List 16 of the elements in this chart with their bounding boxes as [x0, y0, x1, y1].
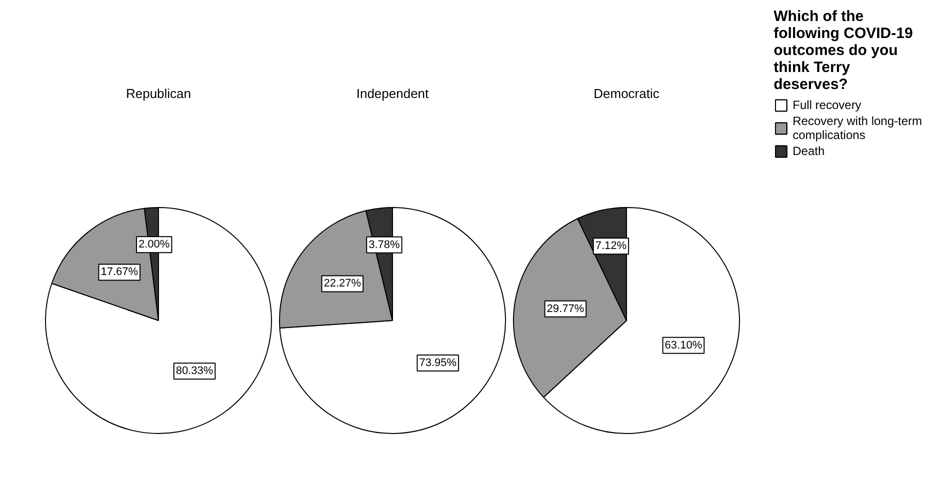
- chart-title: Independent: [356, 86, 430, 101]
- data-label: 22.27%: [324, 278, 362, 290]
- data-label: 80.33%: [176, 365, 214, 378]
- chart-title: Democratic: [594, 86, 660, 101]
- data-label: 17.67%: [100, 266, 138, 278]
- data-label: 2.00%: [138, 238, 170, 251]
- data-label: 3.78%: [368, 238, 400, 251]
- legend-title: Which of the following COVID-19 outcomes do you think Terry deserves?: [774, 8, 914, 93]
- legend-label: Recovery with long-term complications: [792, 114, 922, 142]
- data-label: 63.10%: [664, 339, 702, 352]
- data-label: 7.12%: [595, 240, 627, 252]
- data-label: 73.95%: [419, 356, 457, 369]
- chart-title: Republican: [126, 86, 192, 101]
- legend-label: Death: [792, 144, 825, 158]
- legend-label: Full recovery: [792, 98, 862, 112]
- data-label: 29.77%: [546, 302, 584, 315]
